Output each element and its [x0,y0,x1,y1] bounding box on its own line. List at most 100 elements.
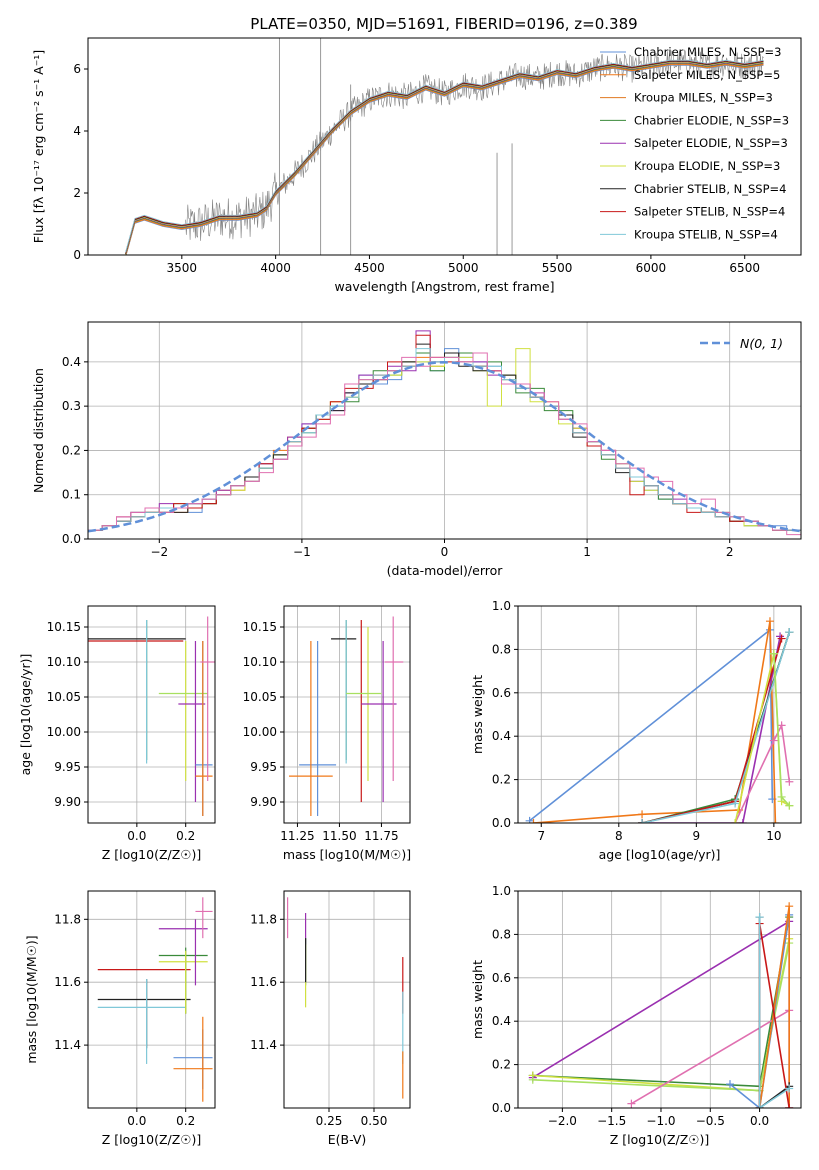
x-tick-label: 4000 [260,261,291,275]
mass-weight-line [729,914,790,1108]
x-tick-label: 5000 [448,261,479,275]
y-tick-label: 11.6 [54,975,81,989]
x-tick-label: −2.0 [548,1114,577,1128]
x-tick-label: 7 [537,829,545,843]
y-tick-label: 0.6 [492,686,511,700]
axes-frame [517,890,802,1109]
plus-marker [785,628,794,637]
x-tick-label: 6000 [636,261,667,275]
x-axis-label: age [log10(age/yr)] [599,847,721,862]
y-tick-label: 11.4 [54,1038,81,1052]
y-tick-label: 10.00 [243,725,277,739]
legend-label: N(0, 1) [740,336,783,351]
x-axis-label: mass [log10(M/M☉)] [283,847,411,862]
x-tick-label: 8 [615,829,623,843]
plus-marker [731,819,740,823]
y-tick-label: 10.15 [47,620,81,634]
model-spectrum [125,60,764,254]
plus-marker [769,649,778,658]
plot-area [289,616,404,816]
legend-label: Salpeter ELODIE, N_SSP=3 [634,136,788,150]
axes-frame [283,890,411,1109]
mass-weight-line [641,631,791,823]
y-tick-label: 0.2 [62,443,81,457]
axes-frame [87,890,216,1109]
y-axis-label: age [log10(age/yr)] [18,654,33,776]
y-axis-label: mass weight [470,960,485,1039]
panel-age-vs-Z: 0.0 0.2 9.90 9.95 10.00 10.05 10.10 10.15 Z [log… [18,605,216,862]
y-tick-label: 0.6 [492,971,511,985]
y-tick-label: 1.0 [492,599,511,613]
x-tick-label: 0.0 [127,1114,146,1128]
x-tick-label: 5500 [542,261,573,275]
legend-label: Kroupa MILES, N_SSP=3 [634,91,773,105]
x-tick-label: 0.0 [127,829,146,843]
model-spectrum [125,61,764,254]
panel-spectrum: 3500 4000 4500 5000 5500 6000 6500 0 2 4 6 waveleng… [31,37,802,294]
panel-mass-vs-Z: 0.0 0.2 11.4 11.6 11.8 Z [log10(Z/Z☉)] mass [l… [24,890,216,1147]
y-tick-label: 10.15 [243,620,277,634]
x-tick-label: 0.2 [176,1114,195,1128]
x-tick-label: 1 [583,545,591,559]
legend-label: Chabrier MILES, N_SSP=3 [634,45,781,59]
x-axis-label: Z [log10(Z/Z☉)] [102,1132,202,1147]
mass-weight-line [641,631,791,823]
plus-marker [731,799,740,808]
y-tick-label: 0.8 [492,927,511,941]
y-tick-label: 10.10 [243,655,277,669]
x-tick-label: 3500 [167,261,198,275]
plus-marker [755,1104,764,1108]
plot-area [287,897,404,1099]
histogram-step [88,352,801,536]
plot-area [525,617,794,823]
plot-area [125,38,764,255]
model-spectrum [125,62,764,255]
legend-label: Chabrier ELODIE, N_SSP=3 [634,113,789,127]
plot-area [97,897,213,1102]
x-tick-label: 0 [441,545,449,559]
x-axis-label: E(B-V) [328,1132,367,1147]
y-tick-label: 0.4 [492,1014,511,1028]
y-tick-label: 0.0 [62,532,81,546]
plus-marker [785,1084,794,1093]
y-tick-label: 0 [73,248,81,262]
legend-label: Kroupa STELIB, N_SSP=4 [634,227,778,241]
x-tick-label: 0.2 [176,829,195,843]
y-tick-label: 10.00 [47,725,81,739]
y-tick-label: 9.95 [250,760,277,774]
mass-weight-line [529,628,774,822]
x-tick-label: 11.25 [280,829,314,843]
y-tick-label: 0.2 [492,1058,511,1072]
axes-frame [87,605,216,824]
mass-weight-line [642,636,781,823]
plot-area [528,902,794,1108]
x-tick-label: 2 [726,545,734,559]
panel-mass-vs-EBV: 0.25 0.50 11.4 11.6 11.8 E(B-V) [250,890,411,1147]
plus-marker [765,617,774,626]
x-tick-label: 0.50 [361,1114,388,1128]
x-axis-label: wavelength [Angstrom, rest frame] [334,279,554,294]
axes-frame [283,605,411,824]
y-tick-label: 0.8 [492,642,511,656]
x-tick-label: 10 [766,829,781,843]
x-tick-label: −1.0 [646,1114,675,1128]
figure-title: PLATE=0350, MJD=51691, FIBERID=0196, z=0… [250,15,637,33]
x-axis-label: Z [log10(Z/Z☉)] [610,1132,710,1147]
normal-curve [88,361,801,533]
model-spectrum [125,61,764,255]
axes-frame [517,605,802,824]
axes-frame [87,37,802,256]
y-tick-label: 0.3 [62,399,81,413]
plus-marker [525,816,534,823]
legend-label: Chabrier STELIB, N_SSP=4 [634,182,786,196]
plus-marker [785,777,794,786]
y-tick-label: 10.05 [47,690,81,704]
y-tick-label: 9.95 [54,760,81,774]
y-tick-label: 4 [73,124,81,138]
model-spectrum [125,62,764,255]
y-tick-label: 10.05 [243,690,277,704]
plus-marker [638,810,647,819]
y-tick-label: 0.4 [492,729,511,743]
plot-area [88,616,215,816]
